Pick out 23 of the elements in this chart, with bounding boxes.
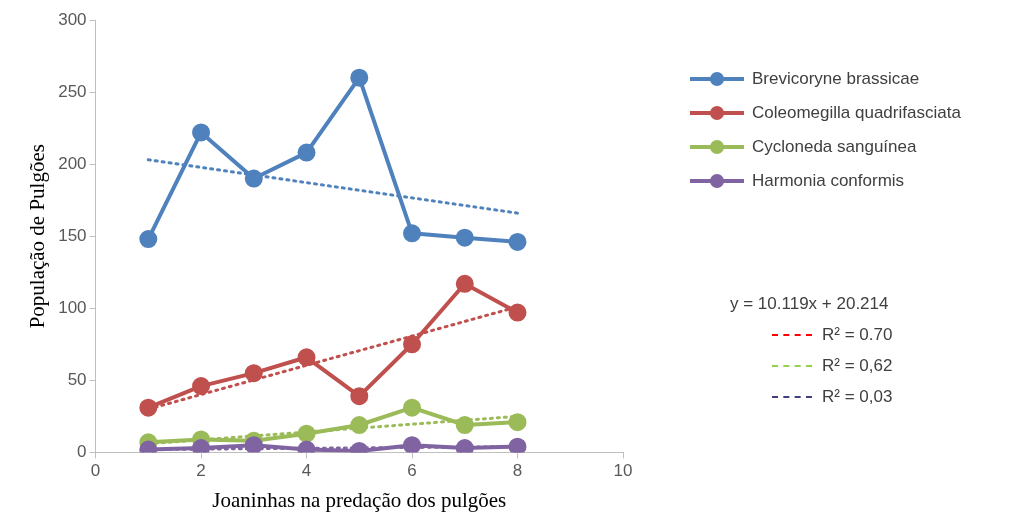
x-tick-label: 6 — [407, 461, 417, 481]
x-tick-label: 0 — [90, 461, 101, 481]
y-axis-title: População de Pulgões — [25, 144, 50, 329]
text: y = 10.119x + 20.214 — [730, 293, 889, 314]
x-tick-label: 8 — [512, 461, 523, 481]
y-tick-label: 150 — [58, 225, 87, 245]
text: R² = 0,03 — [822, 386, 893, 407]
x-tick-label: 4 — [301, 461, 312, 481]
legend-label: Harmonia conformis — [752, 171, 905, 191]
y-tick-label: 50 — [67, 370, 87, 390]
text: R² = 0,62 — [822, 355, 893, 376]
x-tick-label: 10 — [613, 461, 633, 481]
y-tick-label: 300 — [58, 9, 87, 29]
x-axis-title: Joaninhas na predação dos pulgões — [212, 487, 507, 512]
x-tick-label: 2 — [196, 461, 206, 481]
y-tick-label: 200 — [58, 153, 87, 173]
legend-label: Coleomegilla quadrifasciata — [752, 103, 961, 123]
y-tick-label: 250 — [58, 81, 87, 101]
y-tick-label: 0 — [77, 442, 87, 462]
legend-label: Brevicoryne brassicae — [752, 69, 920, 89]
legend-label: Cycloneda sanguínea — [752, 137, 917, 157]
text: R² = 0.70 — [822, 324, 893, 345]
y-tick-label: 100 — [58, 297, 87, 317]
